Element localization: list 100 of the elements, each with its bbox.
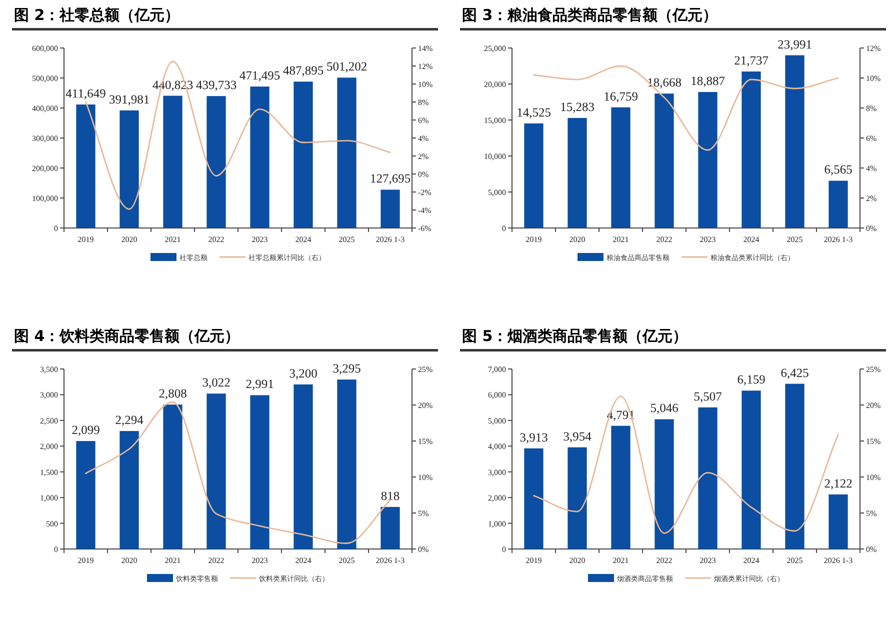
y-tick-label: 20,000 <box>484 80 506 89</box>
data-label: 818 <box>380 488 400 503</box>
data-label: 2,122 <box>824 476 852 490</box>
bar <box>654 419 674 549</box>
x-tick-label: 2021 <box>164 235 181 244</box>
y-tick-label: 500,000 <box>32 74 58 83</box>
x-tick-label: 2019 <box>526 556 542 565</box>
data-label: 127,695 <box>370 172 411 186</box>
data-label: 16,759 <box>604 89 638 104</box>
y-tick-label: 1,000 <box>40 494 58 503</box>
x-tick-label: 2023 <box>700 235 716 244</box>
y2-tick-label: 15% <box>866 437 881 446</box>
y-tick-label: 0 <box>502 224 506 233</box>
y2-tick-label: 0% <box>418 170 429 179</box>
data-label: 6,565 <box>824 162 852 177</box>
y2-tick-label: 25% <box>418 365 433 374</box>
y-tick-label: 10,000 <box>484 152 506 161</box>
y2-tick-label: -6% <box>418 224 432 233</box>
bar <box>654 94 674 228</box>
y2-tick-label: 10% <box>418 473 433 482</box>
x-tick-label: 2022 <box>656 556 672 565</box>
data-label: 5,507 <box>694 389 722 404</box>
data-label: 2,099 <box>72 423 100 438</box>
bar <box>611 426 630 549</box>
y2-tick-label: 25% <box>866 365 881 374</box>
data-label: 440,823 <box>152 78 194 92</box>
y2-tick-label: 8% <box>418 98 429 107</box>
bar <box>206 394 226 549</box>
data-label: 3,954 <box>563 429 592 444</box>
x-tick-label: 2020 <box>569 556 586 565</box>
x-tick-label: 2021 <box>612 235 629 244</box>
y-tick-label: 0 <box>502 545 506 554</box>
y2-tick-label: 10% <box>866 473 881 482</box>
x-tick-label: 2024 <box>295 235 312 244</box>
y2-tick-label: 0% <box>866 224 877 233</box>
x-tick-label: 2025 <box>786 235 803 244</box>
bar <box>524 123 544 228</box>
bar <box>163 96 182 228</box>
x-tick-label: 2026 1-3 <box>824 556 853 565</box>
y-tick-label: 5,000 <box>488 188 506 197</box>
x-tick-label: 2023 <box>252 556 268 565</box>
x-tick-label: 2025 <box>338 556 355 565</box>
bar <box>698 92 718 228</box>
data-label: 487,895 <box>282 64 324 78</box>
data-label: 15,283 <box>560 100 594 114</box>
y2-tick-label: 10% <box>866 74 881 83</box>
chart-title: 图 3：粮油食品类商品零售额（亿元） <box>462 6 718 24</box>
x-tick-label: 2021 <box>164 556 181 565</box>
y-tick-label: 3,000 <box>40 390 58 400</box>
data-label: 23,991 <box>778 37 812 52</box>
y2-tick-label: 0% <box>418 545 429 554</box>
y2-tick-label: 2% <box>866 194 877 203</box>
x-tick-label: 2024 <box>295 556 312 565</box>
y2-tick-label: 2% <box>418 152 429 161</box>
y-tick-label: 1,500 <box>40 468 58 477</box>
y-tick-label: 2,000 <box>488 494 506 503</box>
y-tick-label: 3,000 <box>488 468 506 477</box>
bar <box>294 384 313 549</box>
x-tick-label: 2020 <box>121 556 138 565</box>
bar <box>250 86 270 228</box>
bar <box>337 78 356 228</box>
y-tick-label: 5,000 <box>488 416 506 426</box>
data-label: 18,887 <box>690 74 725 88</box>
bar <box>163 404 182 549</box>
y-tick-label: 15,000 <box>484 116 506 125</box>
y-tick-label: 2,000 <box>40 442 58 452</box>
data-label: 5,046 <box>650 401 678 416</box>
bar <box>380 190 400 228</box>
bar <box>785 55 804 228</box>
bar <box>568 118 587 228</box>
x-tick-label: 2021 <box>612 556 629 565</box>
x-tick-label: 2020 <box>569 235 586 244</box>
x-tick-label: 2022 <box>208 556 224 565</box>
data-label: 2,991 <box>246 377 274 392</box>
x-tick-label: 2022 <box>208 235 224 244</box>
x-tick-label: 2025 <box>786 556 803 565</box>
data-label: 18,668 <box>647 76 682 90</box>
y2-tick-label: -4% <box>418 206 432 215</box>
y-tick-label: 6,000 <box>488 390 506 400</box>
bar <box>568 447 587 549</box>
x-tick-label: 2024 <box>743 235 760 244</box>
x-tick-label: 2022 <box>656 235 672 244</box>
y-tick-label: 2,500 <box>40 416 58 426</box>
bar <box>206 96 226 228</box>
chart-title: 图 5：烟酒类商品零售额（亿元） <box>462 327 688 345</box>
x-tick-label: 2026 1-3 <box>376 556 405 565</box>
x-tick-label: 2019 <box>526 235 542 244</box>
data-label: 2,294 <box>115 413 144 428</box>
data-label: 14,525 <box>516 105 551 120</box>
y2-tick-label: 14% <box>418 44 433 53</box>
y-tick-label: 0 <box>54 224 58 233</box>
y-tick-label: 7,000 <box>488 365 506 374</box>
y2-tick-label: 0% <box>866 545 877 554</box>
y-tick-label: 500 <box>46 519 58 528</box>
data-label: 471,495 <box>239 68 280 83</box>
x-tick-label: 2024 <box>743 556 760 565</box>
y-tick-label: 25,000 <box>484 44 506 53</box>
y2-tick-label: 4% <box>866 164 877 173</box>
bar <box>250 395 270 549</box>
y-tick-label: 600,000 <box>32 44 58 53</box>
